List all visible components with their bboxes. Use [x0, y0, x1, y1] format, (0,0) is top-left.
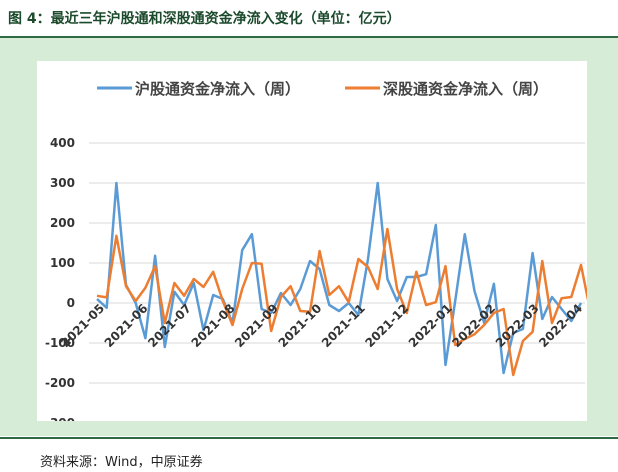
- y-tick-label: 300: [50, 176, 75, 190]
- chart-panel: 沪股通资金净流入（周） 深股通资金净流入（周） -300 -200 -100 0 100…: [0, 38, 618, 436]
- series-lines: [96, 181, 587, 377]
- legend-label-sz: 深股通资金净流入（周）: [383, 80, 548, 98]
- y-tick-label: -300: [45, 416, 75, 421]
- y-axis-labels: -300 -200 -100 0 100 200 300 400: [45, 136, 75, 421]
- y-tick-label: -200: [45, 376, 75, 390]
- gridlines: [89, 142, 585, 384]
- legend: 沪股通资金净流入（周） 深股通资金净流入（周）: [97, 80, 548, 98]
- source-note: 资料来源：Wind，中原证券: [40, 455, 203, 470]
- plot-area: 沪股通资金净流入（周） 深股通资金净流入（周） -300 -200 -100 0 100…: [37, 61, 587, 421]
- y-tick-label: 0: [67, 296, 75, 310]
- y-tick-label: 200: [50, 216, 75, 230]
- figure-title: 图 4：最近三年沪股通和深股通资金净流入变化（单位：亿元）: [8, 11, 401, 27]
- y-tick-label: 100: [50, 256, 75, 270]
- y-tick-label: 400: [50, 136, 75, 150]
- source-bar: 资料来源：Wind，中原证券: [0, 437, 618, 472]
- y-tick-label: -100: [45, 336, 75, 350]
- series-line-sh: [96, 181, 583, 375]
- line-chart: 沪股通资金净流入（周） 深股通资金净流入（周） -300 -200 -100 0 100…: [45, 80, 587, 421]
- legend-label-sh: 沪股通资金净流入（周）: [135, 80, 300, 98]
- title-bar: 图 4：最近三年沪股通和深股通资金净流入变化（单位：亿元）: [0, 0, 618, 38]
- series-line-sz: [96, 227, 587, 377]
